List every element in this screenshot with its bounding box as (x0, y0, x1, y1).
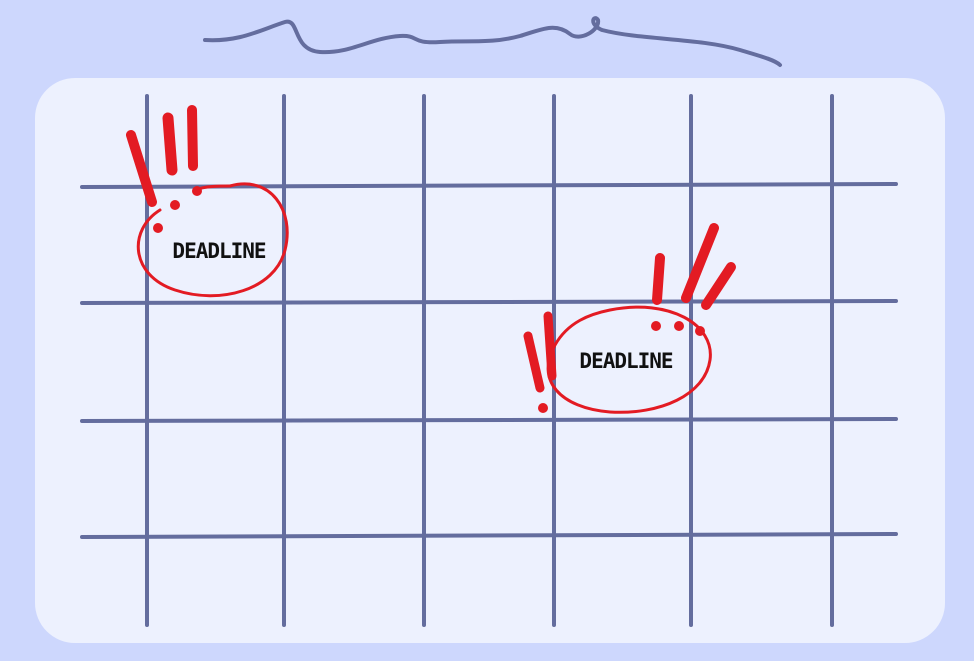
exclamation-dot (170, 200, 180, 210)
exclamation-dot (674, 321, 684, 331)
exclamation-stroke (162, 112, 178, 176)
exclamation-dot (153, 223, 163, 233)
circle-outline (136, 182, 289, 298)
exclamation-dot (192, 186, 202, 196)
exclamation-stroke (681, 223, 719, 303)
exclamation-dot (538, 403, 548, 413)
exclamation-stroke (126, 130, 157, 207)
circle-outline (546, 305, 712, 414)
exclamation-stroke (701, 262, 736, 310)
exclamation-stroke (187, 105, 198, 171)
grid-hline (80, 299, 898, 305)
deadline-label: DEADLINE (172, 239, 266, 263)
exclamation-stroke (652, 253, 665, 305)
exclamation-stroke (523, 331, 545, 393)
deadline-marker-1: DEADLINE (126, 105, 289, 298)
deadline-label: DEADLINE (579, 349, 673, 373)
title-squiggle (203, 16, 782, 67)
grid-hline (80, 417, 898, 423)
exclamation-stroke (543, 311, 557, 381)
calendar-card (35, 78, 945, 643)
exclamation-dot (695, 326, 705, 336)
grid-hline (80, 532, 898, 539)
exclamation-dot (651, 321, 661, 331)
deadline-marker-2: DEADLINE (523, 223, 736, 414)
